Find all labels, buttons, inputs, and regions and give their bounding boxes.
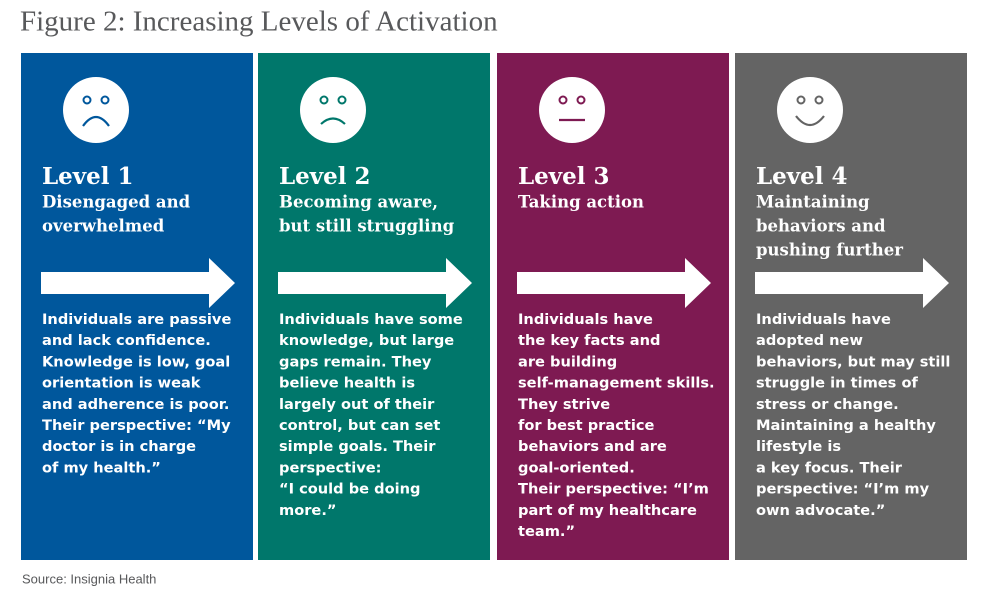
level-description: Maintaining a healthy xyxy=(756,417,936,434)
level-description: Individuals have xyxy=(518,311,653,328)
level-description: orientation is weak xyxy=(42,375,201,392)
face-icon xyxy=(539,77,605,143)
level-description: Individuals are passive xyxy=(42,311,231,328)
level-description: more.” xyxy=(279,502,336,519)
face-eye xyxy=(796,95,806,105)
level-description: part of my healthcare xyxy=(518,502,697,519)
face-mouth xyxy=(320,117,346,125)
level-description: Their perspective: “My xyxy=(42,417,231,434)
source-note: Source: Insignia Health xyxy=(22,571,156,586)
face-icon xyxy=(63,77,129,143)
face-eye xyxy=(558,95,568,105)
level-description: lifestyle is xyxy=(756,438,841,455)
level-subtitle: Maintaining xyxy=(756,193,870,212)
level-subtitle: behaviors and xyxy=(756,217,886,236)
level-description: the key facts and xyxy=(518,332,660,349)
level-description: behaviors and are xyxy=(518,438,667,455)
level-subtitle: Disengaged and xyxy=(42,193,191,212)
level-subtitle: pushing further xyxy=(756,241,903,260)
level-description: Knowledge is low, goal xyxy=(42,353,230,370)
level-subtitle: overwhelmed xyxy=(42,217,165,236)
level-description: are building xyxy=(518,353,617,370)
face-eye xyxy=(814,95,824,105)
level-description: They strive xyxy=(518,396,610,413)
level-description: Individuals have xyxy=(756,311,891,328)
level-description: and adherence is poor. xyxy=(42,396,229,413)
face-mouth xyxy=(795,115,825,127)
level-description: stress or change. xyxy=(756,396,899,413)
level-description: own advocate.” xyxy=(756,502,885,519)
level-description: goal-oriented. xyxy=(518,459,635,476)
level-description: of my health.” xyxy=(42,459,161,476)
face-mouth xyxy=(82,115,110,127)
level-description: self-management skills. xyxy=(518,375,715,392)
level-description: largely out of their xyxy=(279,396,435,413)
level-label: Level 3 xyxy=(518,163,610,190)
level-subtitle: but still struggling xyxy=(279,217,455,236)
face-eye xyxy=(337,95,347,105)
arrow xyxy=(517,258,711,308)
arrow xyxy=(278,258,472,308)
level-label: Level 2 xyxy=(279,163,371,190)
face-icon xyxy=(300,77,366,143)
level-description: for best practice xyxy=(518,417,655,434)
level-description: believe health is xyxy=(279,375,415,392)
panel xyxy=(21,53,253,560)
panel xyxy=(497,53,729,560)
level-description: adopted new xyxy=(756,332,863,349)
level-subtitle: Becoming aware, xyxy=(279,193,438,212)
level-description: team.” xyxy=(518,523,575,540)
level-subtitle: Taking action xyxy=(518,193,644,212)
arrow xyxy=(41,258,235,308)
level-description: behaviors, but may still xyxy=(756,353,950,370)
level-description: and lack confidence. xyxy=(42,332,211,349)
level-label: Level 1 xyxy=(42,163,134,190)
arrow xyxy=(755,258,949,308)
level-description: “I could be doing xyxy=(279,481,420,498)
level-description: knowledge, but large xyxy=(279,332,454,349)
level-label: Level 4 xyxy=(756,163,848,190)
level-description: Their perspective: “I’m xyxy=(518,481,709,498)
face-eye xyxy=(82,95,92,105)
panel xyxy=(735,53,967,560)
level-description: gaps remain. They xyxy=(279,353,432,370)
level-description: perspective: xyxy=(279,459,381,476)
figure-title: Figure 2: Increasing Levels of Activatio… xyxy=(20,6,498,38)
level-description: doctor is in charge xyxy=(42,438,196,455)
face-icon xyxy=(777,77,843,143)
level-description: perspective: “I’m my xyxy=(756,481,930,498)
face-eye xyxy=(100,95,110,105)
panel xyxy=(258,53,490,560)
level-description: simple goals. Their xyxy=(279,438,436,455)
level-description: struggle in times of xyxy=(756,375,918,392)
face-eye xyxy=(319,95,329,105)
face-eye xyxy=(576,95,586,105)
level-description: Individuals have some xyxy=(279,311,463,328)
level-description: a key focus. Their xyxy=(756,459,903,476)
level-description: control, but can set xyxy=(279,417,440,434)
